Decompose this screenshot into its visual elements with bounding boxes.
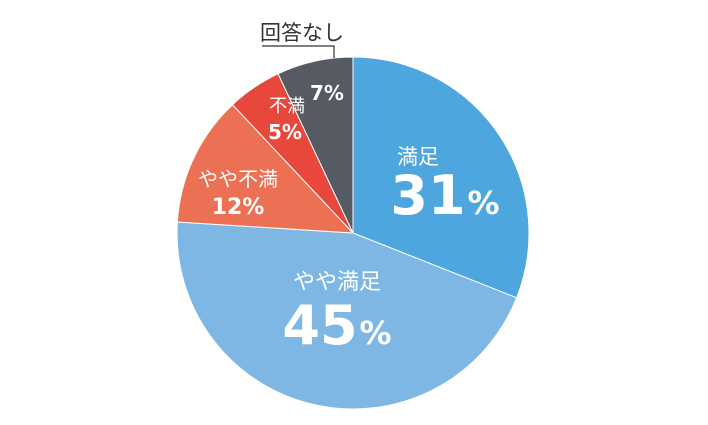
- pie-slice-yaya-manzoku: [176, 221, 518, 410]
- slice-value-manzoku: 31%: [390, 164, 499, 227]
- pie-slice-yaya-fuman: [176, 103, 355, 234]
- slice-label-fuman: 不満: [269, 96, 305, 117]
- slice-value-kaitou-nashi: 7%: [310, 81, 344, 105]
- callout-leader-line: [262, 45, 335, 58]
- slice-value-yaya-manzoku: 45%: [282, 294, 391, 357]
- slice-value-yaya-fuman: 12%: [212, 195, 265, 220]
- slice-label-yaya-manzoku: やや満足: [293, 270, 381, 295]
- slice-value-fuman: 5%: [268, 120, 302, 144]
- slice-label-manzoku: 満足: [397, 145, 439, 169]
- slice-label-kaitou-nashi: 回答なし: [260, 21, 344, 45]
- slice-group: [176, 56, 530, 410]
- slice-label-yaya-fuman: やや不満: [198, 167, 278, 191]
- pie-slice-kaitou-nashi: [277, 56, 354, 234]
- pie-slice-manzoku: [352, 56, 530, 299]
